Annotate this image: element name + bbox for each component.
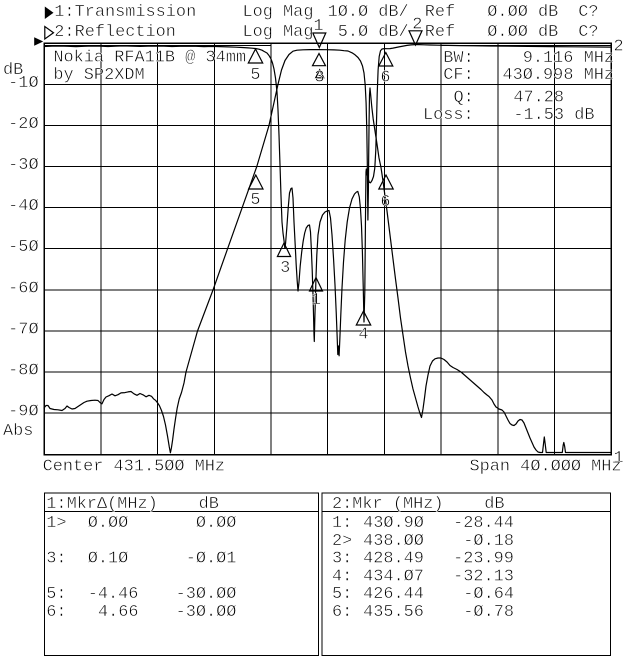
svg-text:4.66: 4.66 [98, 603, 139, 622]
svg-text:1>: 1> [46, 514, 66, 533]
svg-text:6: 6 [380, 69, 390, 88]
svg-text:Log Mag: Log Mag [243, 23, 314, 42]
svg-text:2:Reflection: 2:Reflection [54, 23, 176, 42]
svg-text:Ref: Ref [425, 23, 455, 42]
svg-text:3:: 3: [46, 550, 66, 569]
svg-text:-23.99: -23.99 [453, 550, 514, 569]
svg-text:Ø.ØØ: Ø.ØØ [88, 514, 129, 533]
svg-text:6:: 6: [46, 603, 66, 622]
svg-text:-3Ø.ØØ: -3Ø.ØØ [176, 585, 237, 604]
svg-text:-28.44: -28.44 [453, 514, 514, 533]
svg-text:426.44: 426.44 [363, 585, 424, 604]
svg-text:dB: dB [3, 61, 23, 80]
svg-text:Center 431.5ØØ MHz: Center 431.5ØØ MHz [43, 457, 225, 476]
svg-text:-3Ø.ØØ: -3Ø.ØØ [176, 603, 237, 622]
svg-text:1Ø.Ø dB/: 1Ø.Ø dB/ [328, 3, 409, 22]
svg-text:3:: 3: [332, 550, 352, 569]
svg-text:5: 5 [250, 66, 260, 85]
svg-text:5:: 5: [46, 585, 66, 604]
svg-text:5:: 5: [332, 585, 352, 604]
svg-text:-4Ø: -4Ø [8, 197, 38, 216]
svg-text:5.Ø dB/: 5.Ø dB/ [338, 23, 409, 42]
svg-text:-5Ø: -5Ø [8, 238, 38, 257]
svg-text:-4.46: -4.46 [88, 585, 139, 604]
svg-text:-8Ø: -8Ø [8, 362, 38, 381]
svg-text:5: 5 [250, 191, 260, 210]
svg-text:6:: 6: [332, 603, 352, 622]
svg-text:Loss:: Loss: [423, 106, 474, 125]
svg-text:Ø.1Ø: Ø.1Ø [88, 550, 129, 569]
svg-text:3: 3 [280, 259, 290, 278]
svg-text:-32.13: -32.13 [453, 567, 514, 586]
svg-text:1: 1 [311, 291, 321, 310]
svg-text:435.56: 435.56 [363, 603, 424, 622]
svg-text:Ref: Ref [425, 3, 455, 22]
svg-text:2>: 2> [332, 532, 352, 551]
svg-text:-7Ø: -7Ø [8, 320, 38, 339]
svg-text:Ø.ØØ: Ø.ØØ [196, 514, 237, 533]
svg-text:-6Ø: -6Ø [8, 279, 38, 298]
svg-text:C?: C? [578, 3, 598, 22]
svg-text:9.116 MHz: 9.116 MHz [523, 49, 614, 68]
svg-text:438.ØØ: 438.ØØ [363, 532, 424, 551]
svg-text:Ø.ØØ dB: Ø.ØØ dB [487, 3, 558, 22]
svg-text:-Ø.64: -Ø.64 [463, 585, 514, 604]
svg-text:43Ø.998 MHz: 43Ø.998 MHz [503, 66, 615, 85]
svg-text:6: 6 [380, 193, 390, 212]
svg-text:-1Ø: -1Ø [8, 74, 38, 93]
svg-text:2: 2 [412, 16, 422, 35]
svg-text:1:MkrΔ(MHz): 1:MkrΔ(MHz) [46, 495, 158, 514]
svg-text:dB: dB [199, 495, 219, 514]
svg-text:Nokia RFA11B @ 34mm: Nokia RFA11B @ 34mm [53, 49, 246, 68]
svg-text:4:: 4: [332, 567, 352, 586]
svg-text:-Ø.Ø1: -Ø.Ø1 [186, 550, 237, 569]
svg-text:434.Ø7: 434.Ø7 [363, 567, 424, 586]
svg-text:Ø.ØØ dB: Ø.ØØ dB [487, 23, 558, 42]
svg-text:C?: C? [578, 23, 598, 42]
svg-text:Q:: Q: [454, 89, 474, 108]
svg-text:by SP2XDM: by SP2XDM [53, 66, 144, 85]
svg-text:3: 3 [314, 69, 324, 88]
svg-text:-3Ø: -3Ø [8, 156, 38, 175]
svg-text:1:Transmission: 1:Transmission [54, 3, 196, 22]
svg-text:428.49: 428.49 [363, 550, 424, 569]
svg-text:Abs: Abs [3, 422, 33, 441]
svg-text:2:Mkr (MHz): 2:Mkr (MHz) [332, 495, 444, 514]
svg-text:1: 1 [313, 17, 323, 36]
svg-text:1: 1 [614, 449, 624, 468]
svg-text:-9Ø: -9Ø [8, 403, 38, 422]
svg-text:-Ø.78: -Ø.78 [463, 603, 514, 622]
svg-text:dB: dB [484, 495, 504, 514]
svg-text:-2Ø: -2Ø [8, 115, 38, 134]
svg-text:4: 4 [358, 326, 368, 345]
svg-text:BW:: BW: [443, 49, 473, 68]
svg-text:47.28: 47.28 [513, 89, 564, 108]
svg-text:43Ø.9Ø: 43Ø.9Ø [363, 514, 424, 533]
svg-text:2: 2 [614, 38, 624, 57]
svg-text:-Ø.18: -Ø.18 [463, 532, 514, 551]
svg-text:Log Mag: Log Mag [243, 3, 314, 22]
svg-text:-1.53 dB: -1.53 dB [513, 106, 594, 125]
svg-text:Span 4Ø.ØØØ MHz: Span 4Ø.ØØØ MHz [470, 457, 622, 476]
svg-text:1:: 1: [332, 514, 352, 533]
svg-text:CF:: CF: [443, 66, 473, 85]
